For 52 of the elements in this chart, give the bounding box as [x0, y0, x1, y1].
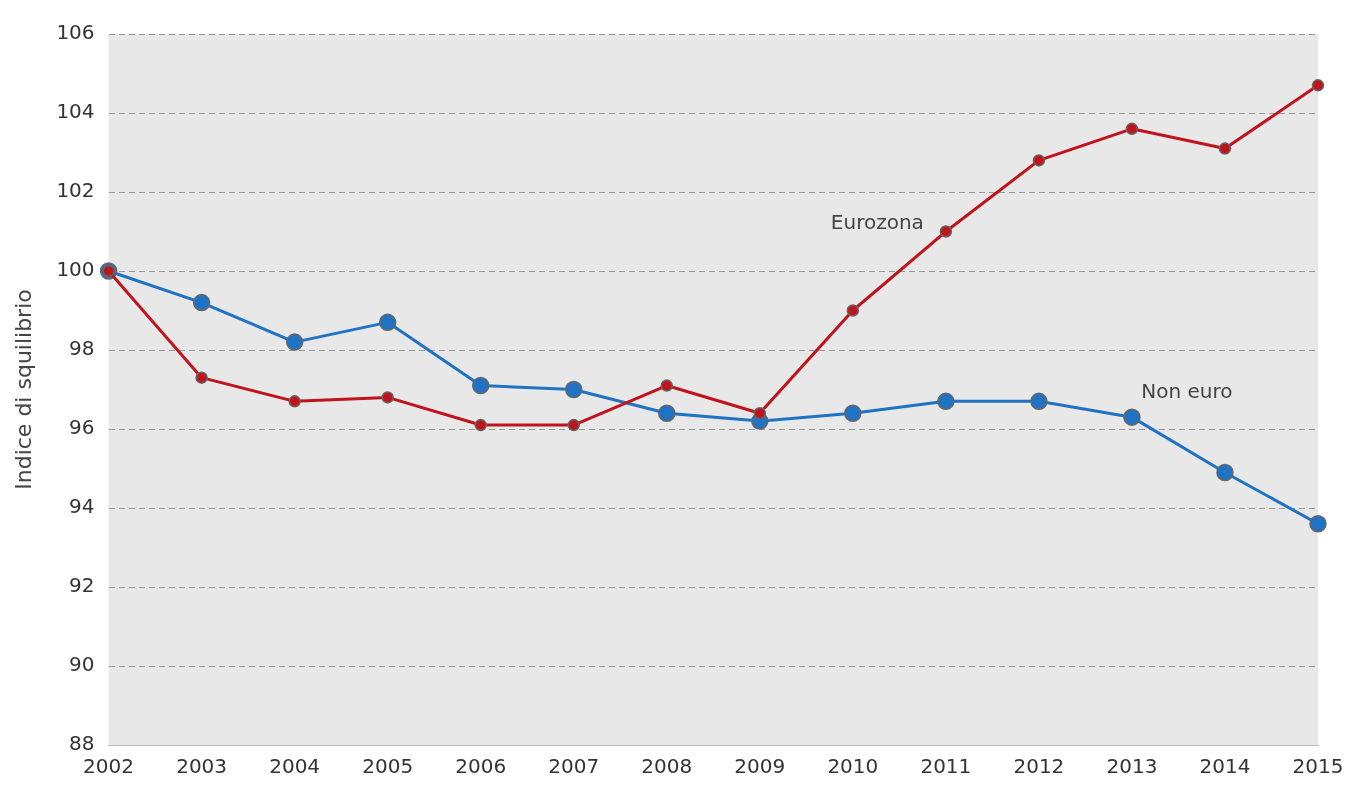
point [378, 313, 397, 332]
y-tick-label: 96 [69, 415, 95, 440]
series-label: Eurozona [830, 209, 924, 234]
point [1311, 79, 1325, 92]
x-tick-label: 2007 [548, 754, 600, 779]
x-tick-label: 2014 [1199, 754, 1251, 779]
y-tick-label: 102 [56, 178, 95, 203]
x-tick-label: 2002 [83, 754, 135, 779]
x-tick-label: 2008 [641, 754, 693, 779]
point [471, 376, 490, 395]
point [285, 333, 304, 351]
y-tick-label: 104 [56, 99, 95, 124]
point [1309, 515, 1327, 533]
point [1125, 122, 1139, 136]
x-tick-label: 2012 [1013, 754, 1065, 779]
point [937, 392, 955, 411]
point [846, 304, 860, 317]
x-tick-label: 2011 [920, 754, 972, 779]
x-tick-label: 2009 [734, 754, 786, 779]
point [939, 225, 953, 238]
y-tick-label: 100 [56, 257, 95, 282]
point [1218, 142, 1232, 155]
point [1032, 154, 1046, 167]
point [288, 395, 301, 408]
point [1216, 463, 1234, 482]
x-tick-label: 2003 [176, 754, 228, 779]
point [192, 293, 211, 312]
x-tick-label: 2013 [1106, 754, 1158, 779]
y-tick-label: 106 [56, 20, 95, 45]
point [381, 391, 394, 404]
point [660, 379, 674, 392]
y-tick-label: 90 [69, 652, 95, 677]
point [658, 404, 676, 422]
y-tick-label: 98 [69, 336, 95, 361]
point [195, 371, 208, 384]
point [1030, 392, 1048, 411]
x-tick-label: 2015 [1292, 754, 1344, 779]
y-axis-title: Indice di squilibrio [10, 289, 36, 490]
point [1123, 408, 1141, 426]
point [753, 406, 767, 420]
y-tick-label: 88 [69, 731, 95, 756]
point [567, 418, 580, 432]
x-tick-label: 2005 [362, 754, 414, 779]
x-tick-label: 2006 [455, 754, 507, 779]
x-tick-label: 2004 [269, 754, 321, 779]
point [474, 418, 487, 432]
point [844, 404, 862, 422]
y-tick-label: 92 [69, 573, 95, 598]
series-label: Non euro [1141, 379, 1233, 404]
point [564, 380, 583, 399]
y-tick-label: 94 [69, 494, 95, 519]
x-tick-label: 2010 [827, 754, 879, 779]
